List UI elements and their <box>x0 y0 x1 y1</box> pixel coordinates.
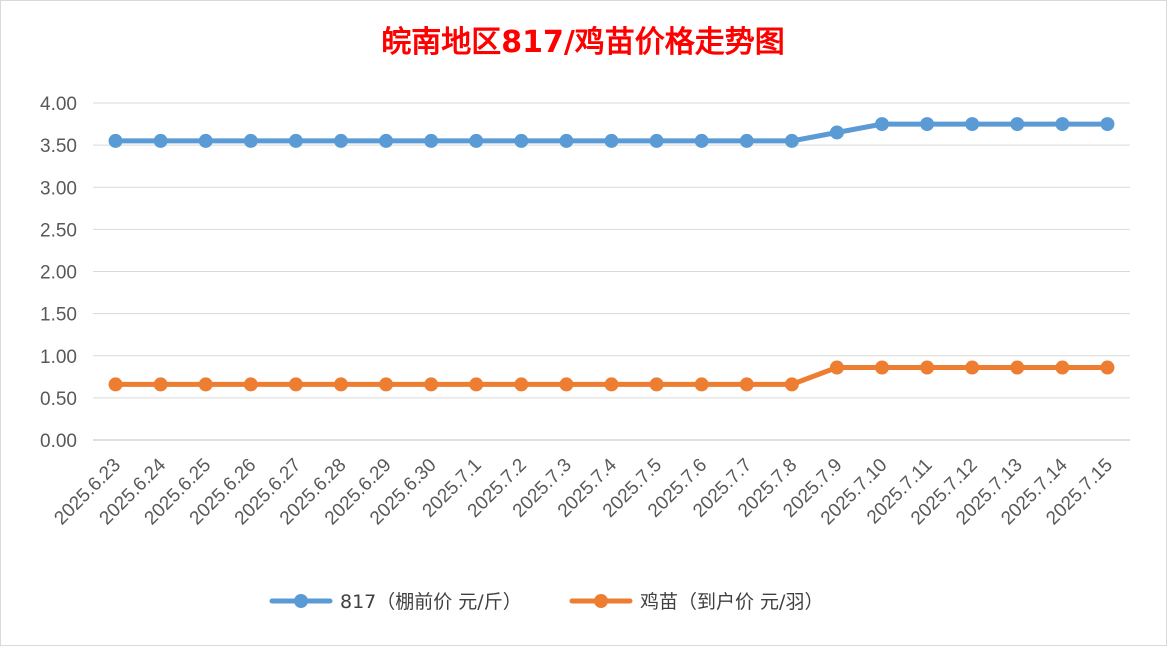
y-tick-label: 3.50 <box>40 136 77 157</box>
grid-lines <box>93 102 1130 441</box>
data-point <box>965 360 980 375</box>
data-point <box>1010 360 1025 375</box>
y-tick-label: 1.00 <box>40 347 77 368</box>
data-point <box>333 133 348 148</box>
legend-marker <box>594 594 608 608</box>
data-point <box>288 133 303 148</box>
data-point <box>1100 117 1115 132</box>
data-point <box>243 377 258 392</box>
data-point <box>379 133 394 148</box>
data-point <box>288 377 303 392</box>
data-point <box>108 133 123 148</box>
data-point <box>243 133 258 148</box>
data-point <box>604 377 619 392</box>
data-point <box>965 117 980 132</box>
y-axis-ticks: 0.00 0.50 1.00 1.50 2.00 2.50 3.00 3.50 4.00 <box>40 94 77 452</box>
data-point <box>198 133 213 148</box>
legend: 817（棚前价 元/斤） 鸡苗（到户价 元/羽） <box>269 591 823 613</box>
data-point <box>784 377 799 392</box>
data-point <box>604 133 619 148</box>
data-point <box>1055 360 1070 375</box>
data-point <box>829 125 844 140</box>
legend-label: 鸡苗（到户价 元/羽） <box>640 591 823 613</box>
data-point <box>559 133 574 148</box>
data-point <box>694 377 709 392</box>
data-point <box>514 377 529 392</box>
series-2 <box>108 360 1115 392</box>
series-lines <box>108 117 1115 392</box>
chart-title: 皖南地区817/鸡苗价格走势图 <box>381 25 785 60</box>
data-point <box>108 377 123 392</box>
data-point <box>198 377 213 392</box>
data-point <box>424 377 439 392</box>
data-point <box>739 377 754 392</box>
data-point <box>514 133 529 148</box>
y-tick-label: 3.00 <box>40 178 77 199</box>
data-point <box>1010 117 1025 132</box>
y-tick-label: 2.50 <box>40 220 77 241</box>
legend-marker <box>294 594 308 608</box>
series-1 <box>108 117 1115 148</box>
data-point <box>153 377 168 392</box>
data-point <box>920 360 935 375</box>
data-point <box>920 117 935 132</box>
data-point <box>469 377 484 392</box>
data-point <box>333 377 348 392</box>
data-point <box>829 360 844 375</box>
data-point <box>875 117 890 132</box>
data-point <box>424 133 439 148</box>
y-tick-label: 4.00 <box>40 94 77 115</box>
y-tick-label: 2.00 <box>40 263 77 284</box>
legend-label: 817（棚前价 元/斤） <box>340 591 522 613</box>
data-point <box>784 133 799 148</box>
data-point <box>1100 360 1115 375</box>
data-point <box>379 377 394 392</box>
data-point <box>875 360 890 375</box>
data-point <box>739 133 754 148</box>
data-point <box>649 377 664 392</box>
data-point <box>153 133 168 148</box>
y-tick-label: 0.00 <box>40 431 77 452</box>
data-point <box>694 133 709 148</box>
y-tick-label: 0.50 <box>40 389 77 410</box>
x-axis-ticks: 2025.6.232025.6.242025.6.252025.6.262025… <box>50 454 1117 529</box>
data-point <box>1055 117 1070 132</box>
y-tick-label: 1.50 <box>40 305 77 326</box>
data-point <box>469 133 484 148</box>
data-point <box>649 133 664 148</box>
data-point <box>559 377 574 392</box>
